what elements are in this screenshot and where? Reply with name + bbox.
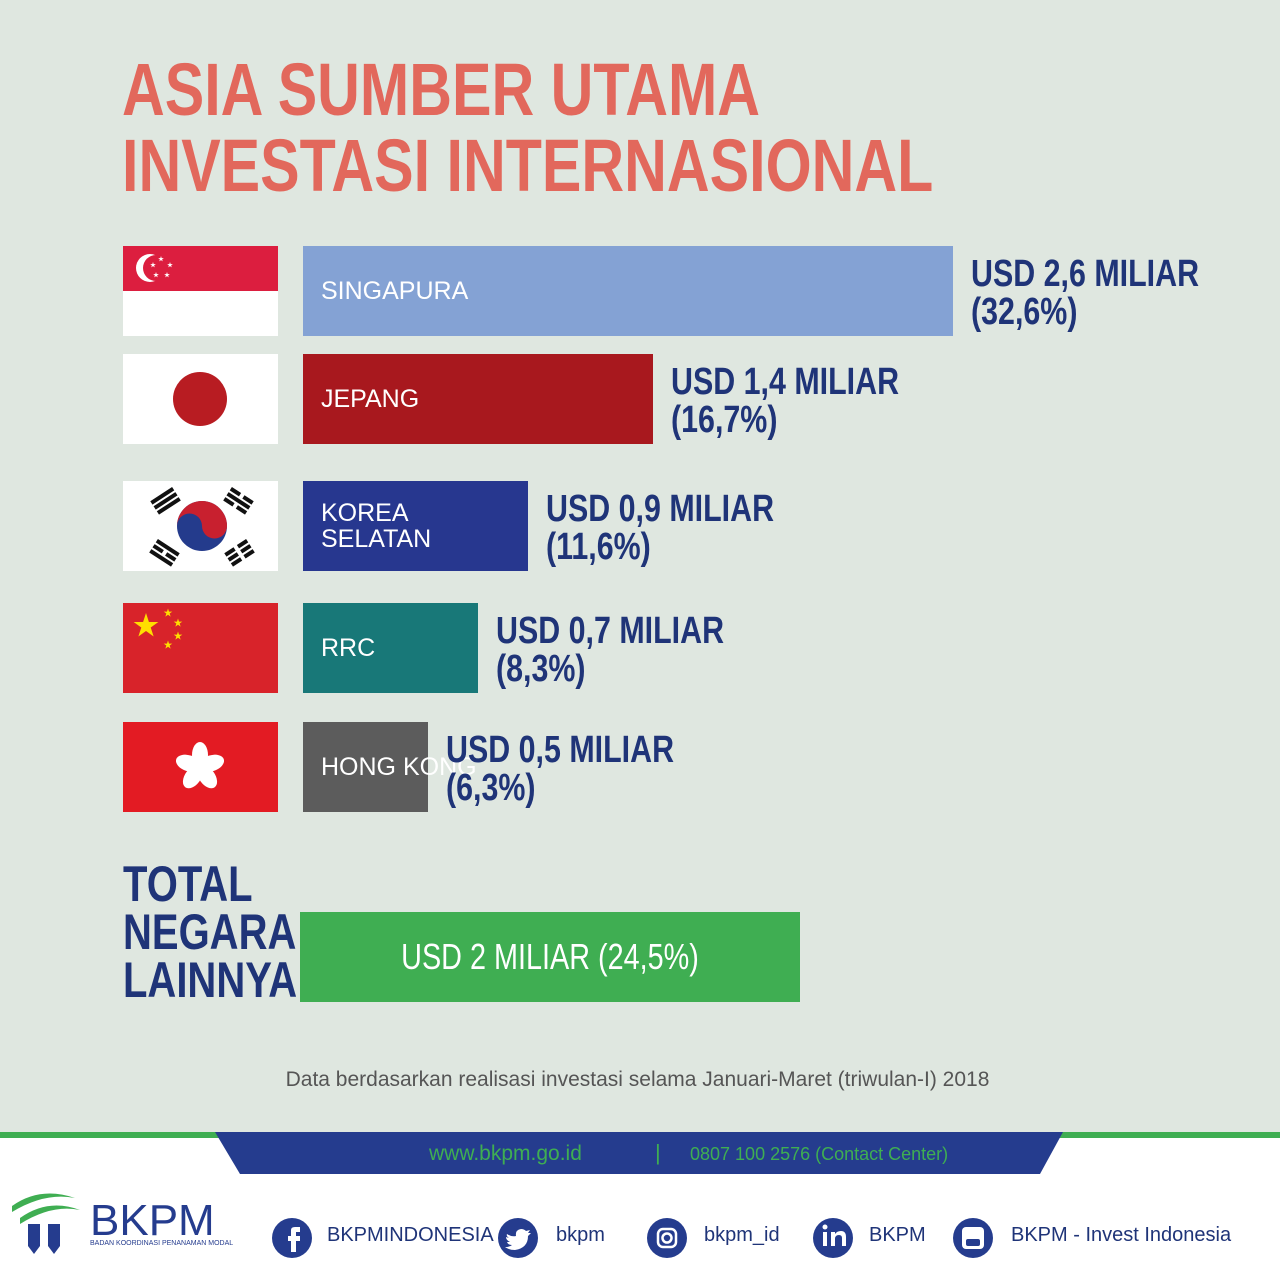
share-label: (32,6%) <box>971 291 1078 333</box>
share-label: (6,3%) <box>446 767 536 809</box>
note: Data berdasarkan realisasi investasi sel… <box>285 1068 990 1091</box>
category-label: HONG KONG <box>321 753 477 781</box>
bar <box>303 354 653 444</box>
value-label: USD 2 MILIAR (24,5%) <box>401 936 699 977</box>
separator: | <box>655 1140 661 1165</box>
logo-subtitle: BADAN KOORDINASI PENANAMAN MODAL <box>90 1240 234 1247</box>
social-facebook[interactable]: BKPMINDONESIA <box>327 1224 494 1246</box>
bar <box>300 912 800 1002</box>
value-label: USD 1,4 MILIAR <box>671 361 900 403</box>
category-label: JEPANG <box>321 385 420 413</box>
phone: 0807 100 2576 (Contact Center) <box>690 1144 949 1164</box>
category-label: TOTAL NEGARA LAINNYA <box>123 856 298 1008</box>
logo: BKPM <box>90 1196 215 1245</box>
value-label: USD 0,7 MILIAR <box>496 610 725 652</box>
value-label: USD 0,5 MILIAR <box>446 729 675 771</box>
bar <box>303 246 953 336</box>
category-label: SINGAPURA <box>321 277 469 305</box>
footer-graphics <box>0 1132 1280 1258</box>
bar <box>303 603 478 693</box>
value-label: USD 2,6 MILIAR <box>971 253 1200 295</box>
social-youtube[interactable]: BKPM - Invest Indonesia <box>1011 1224 1232 1246</box>
social-twitter[interactable]: bkpm <box>556 1224 605 1246</box>
social-linkedin[interactable]: BKPM <box>869 1224 926 1246</box>
title: ASIA SUMBER UTAMA INVESTASI INTERNASIONA… <box>122 48 934 207</box>
share-label: (16,7%) <box>671 399 778 441</box>
category-label: KOREA SELATAN <box>321 499 432 553</box>
bar <box>303 722 428 812</box>
category-label: RRC <box>321 634 376 662</box>
share-label: (8,3%) <box>496 648 586 690</box>
value-label: USD 0,9 MILIAR <box>546 488 775 530</box>
social-instagram[interactable]: bkpm_id <box>704 1224 780 1246</box>
bar <box>303 481 528 571</box>
share-label: (11,6%) <box>546 526 651 568</box>
website[interactable]: www.bkpm.go.id <box>429 1142 582 1165</box>
